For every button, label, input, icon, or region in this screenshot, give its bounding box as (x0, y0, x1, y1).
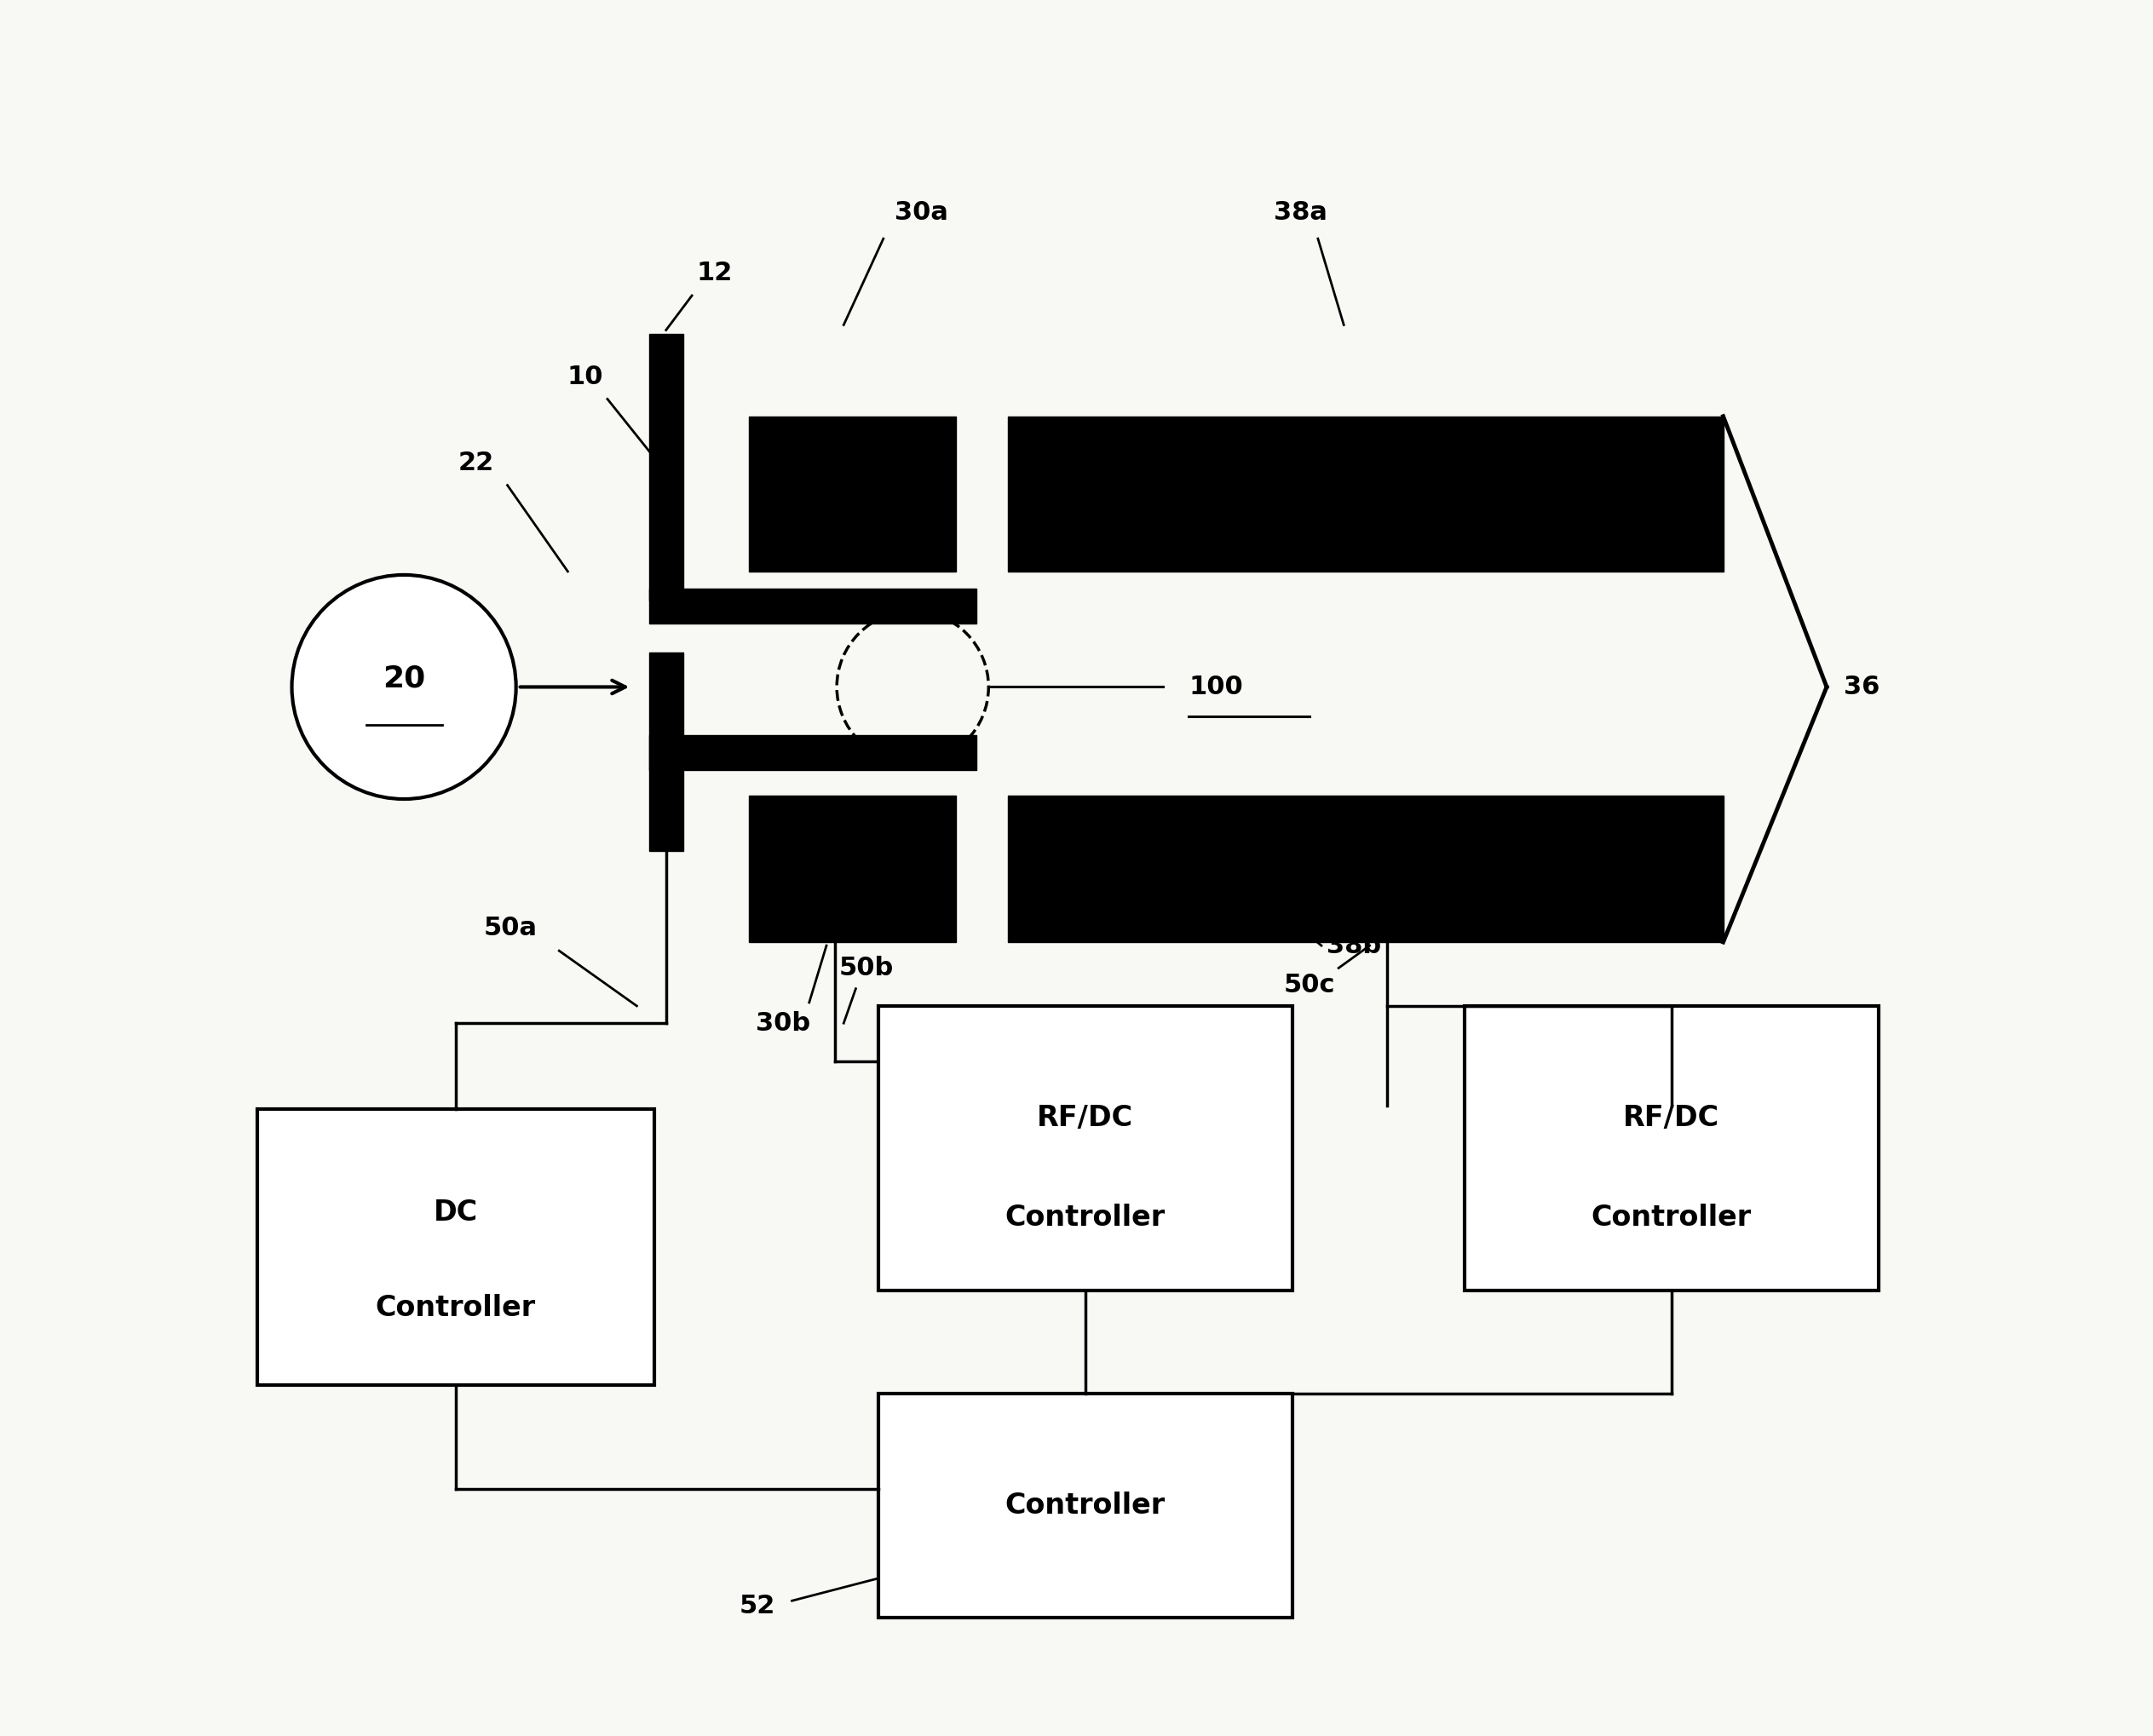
Bar (1464, 1005, 1877, 1290)
Text: DC: DC (433, 1200, 478, 1227)
Text: 38b: 38b (1326, 934, 1382, 958)
Text: 52: 52 (738, 1594, 775, 1618)
Text: 100: 100 (1188, 675, 1242, 700)
Bar (1008, 795, 1722, 943)
Text: RF/DC: RF/DC (1038, 1104, 1132, 1132)
Text: Controller: Controller (375, 1293, 536, 1321)
Text: 10: 10 (566, 365, 603, 389)
Bar (878, 1005, 1292, 1290)
Bar (648, 653, 683, 851)
Bar (749, 795, 956, 943)
Bar (258, 1109, 655, 1385)
Bar (1008, 417, 1722, 571)
Text: Controller: Controller (1591, 1205, 1753, 1233)
Text: 12: 12 (695, 260, 732, 285)
Text: 36: 36 (1843, 675, 1880, 700)
Text: 30a: 30a (893, 200, 947, 226)
Circle shape (293, 575, 517, 799)
Text: 50a: 50a (484, 917, 538, 941)
Bar (648, 736, 977, 769)
Bar (648, 333, 683, 601)
Text: 30b: 30b (756, 1010, 812, 1036)
Text: 20: 20 (383, 663, 426, 693)
Bar (648, 589, 977, 623)
Text: 50c: 50c (1283, 972, 1335, 998)
Text: 38a: 38a (1275, 200, 1328, 226)
Text: 22: 22 (459, 450, 495, 476)
Bar (749, 417, 956, 571)
Text: Controller: Controller (1005, 1491, 1165, 1521)
Bar (878, 1394, 1292, 1618)
Text: 50b: 50b (838, 955, 893, 981)
Text: RF/DC: RF/DC (1623, 1104, 1720, 1132)
Text: Controller: Controller (1005, 1205, 1165, 1233)
